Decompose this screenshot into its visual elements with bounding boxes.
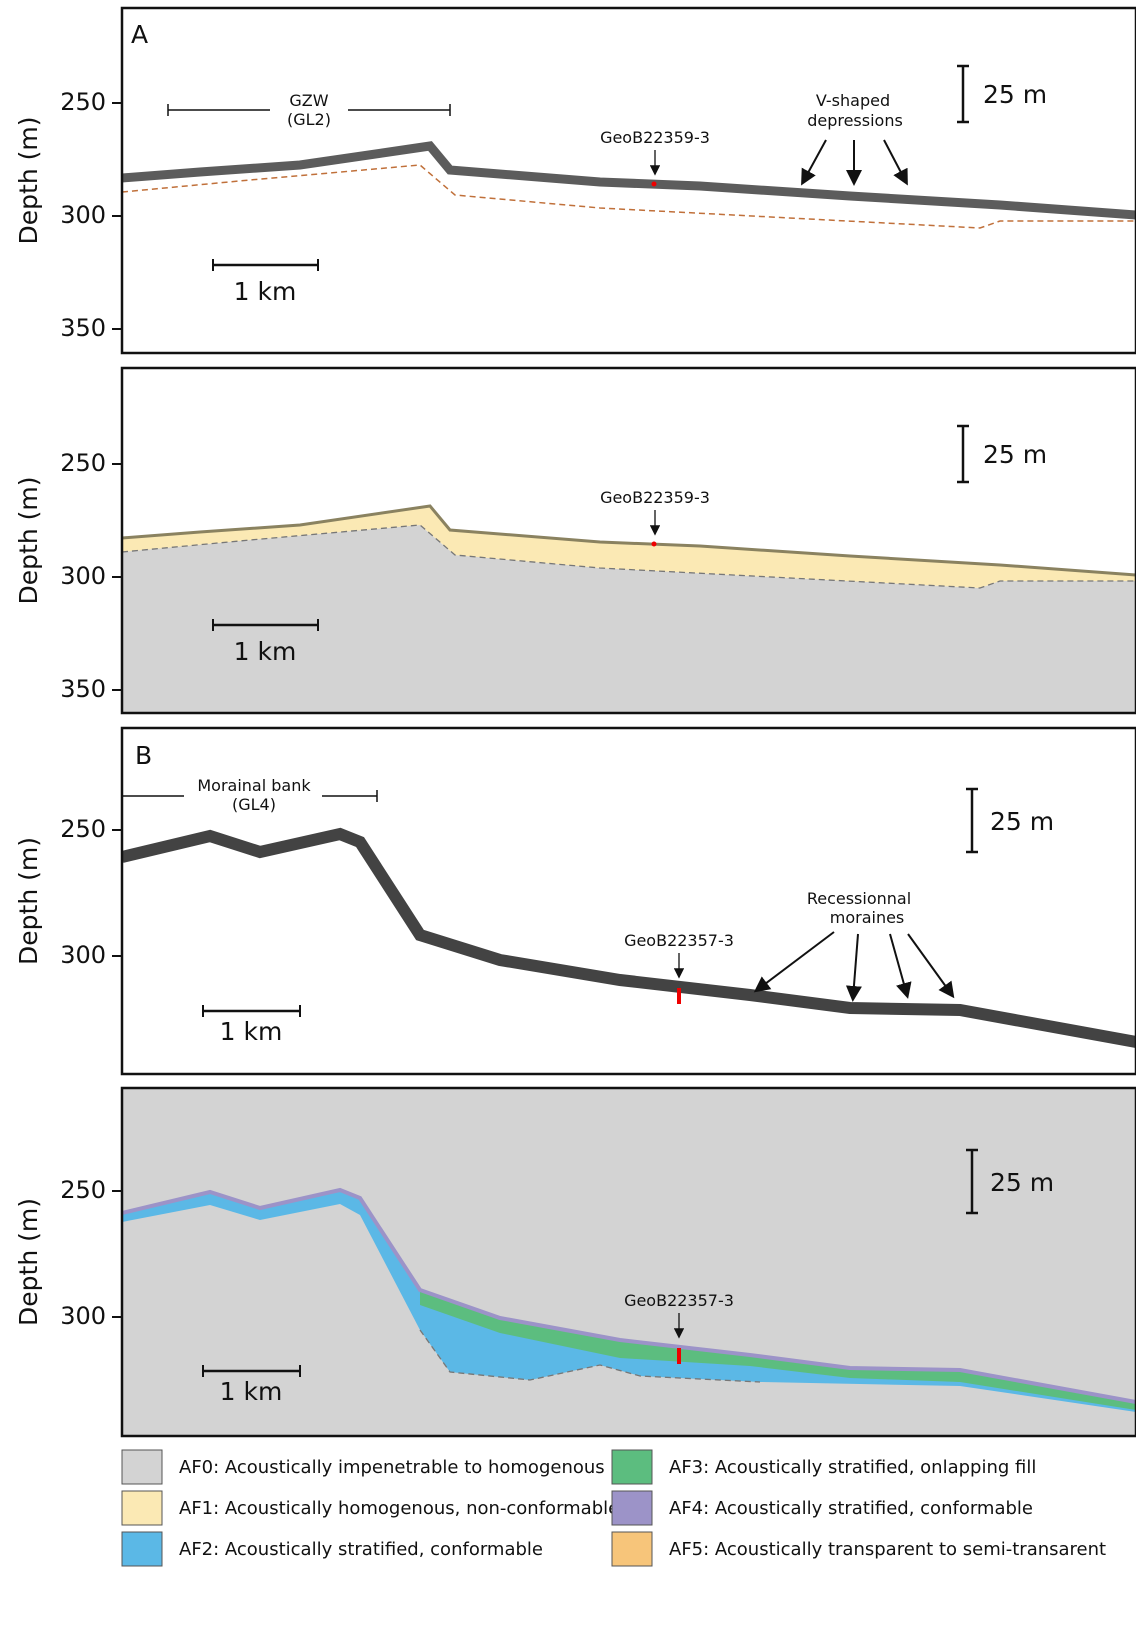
vertical-scale: 25 m [983,80,1047,109]
y-tick-label: 300 [60,1302,106,1330]
profile-b-interpreted [122,1088,1136,1436]
vertical-scale: 25 m [983,440,1047,469]
legend-label: AF5: Acoustically transparent to semi-tr… [669,1539,1106,1560]
annotation: (GL2) [287,110,331,129]
legend-label: AF4: Acoustically stratified, conformabl… [669,1498,1033,1519]
annotation: GZW [289,91,328,110]
legend-swatch [611,1449,653,1485]
legend-swatch [121,1449,163,1485]
legend-label: AF2: Acoustically stratified, conformabl… [179,1539,543,1560]
legend-swatch [611,1531,653,1567]
annotation: Recessionnal [807,889,911,908]
horizontal-scale: 1 km [234,277,297,306]
y-tick-label: 300 [60,201,106,229]
annotation: moraines [830,908,905,927]
y-tick-label: 300 [60,941,106,969]
annotation: GeoB22357-3 [624,1291,734,1310]
y-axis-label: Depth (m) [14,837,43,965]
horizontal-scale: 1 km [220,1017,283,1046]
profile-a-interpreted [122,504,1136,713]
annotation: Morainal bank [197,776,311,795]
profile-a [122,141,1136,229]
y-tick-label: 250 [60,1176,106,1204]
y-axis-label: Depth (m) [14,477,43,605]
annotation: GeoB22359-3 [600,488,710,507]
horizontal-scale: 1 km [220,1377,283,1406]
y-tick-label: 350 [60,314,106,342]
y-axis-label: Depth (m) [14,1198,43,1326]
y-tick-label: 250 [60,88,106,116]
annotation: (GL4) [232,795,276,814]
y-tick-label: 350 [60,675,106,703]
legend-label: AF1: Acoustically homogenous, non-confor… [179,1498,619,1519]
annotation: depressions [807,111,903,130]
y-tick-label: 250 [60,815,106,843]
legend-label: AF3: Acoustically stratified, onlapping … [669,1457,1036,1478]
y-axis-label: Depth (m) [14,117,43,245]
annotation: V-shaped [816,91,890,110]
vertical-scale: 25 m [990,1168,1054,1197]
legend-swatch [611,1490,653,1526]
annotation: GeoB22357-3 [624,931,734,950]
panel-label: A [131,20,148,49]
y-tick-label: 300 [60,562,106,590]
profile-b [122,827,1136,1048]
legend-label: AF0: Acoustically impenetrable to homoge… [179,1457,605,1478]
horizontal-scale: 1 km [234,637,297,666]
y-tick-label: 250 [60,449,106,477]
annotation: GeoB22359-3 [600,128,710,147]
panel-label: B [135,741,152,770]
vertical-scale: 25 m [990,807,1054,836]
legend-swatch [121,1490,163,1526]
legend-swatch [121,1531,163,1567]
generated: 250 300 350 Depth (m) 250 300 350 Depth (m) 250 3… [14,88,1106,1567]
